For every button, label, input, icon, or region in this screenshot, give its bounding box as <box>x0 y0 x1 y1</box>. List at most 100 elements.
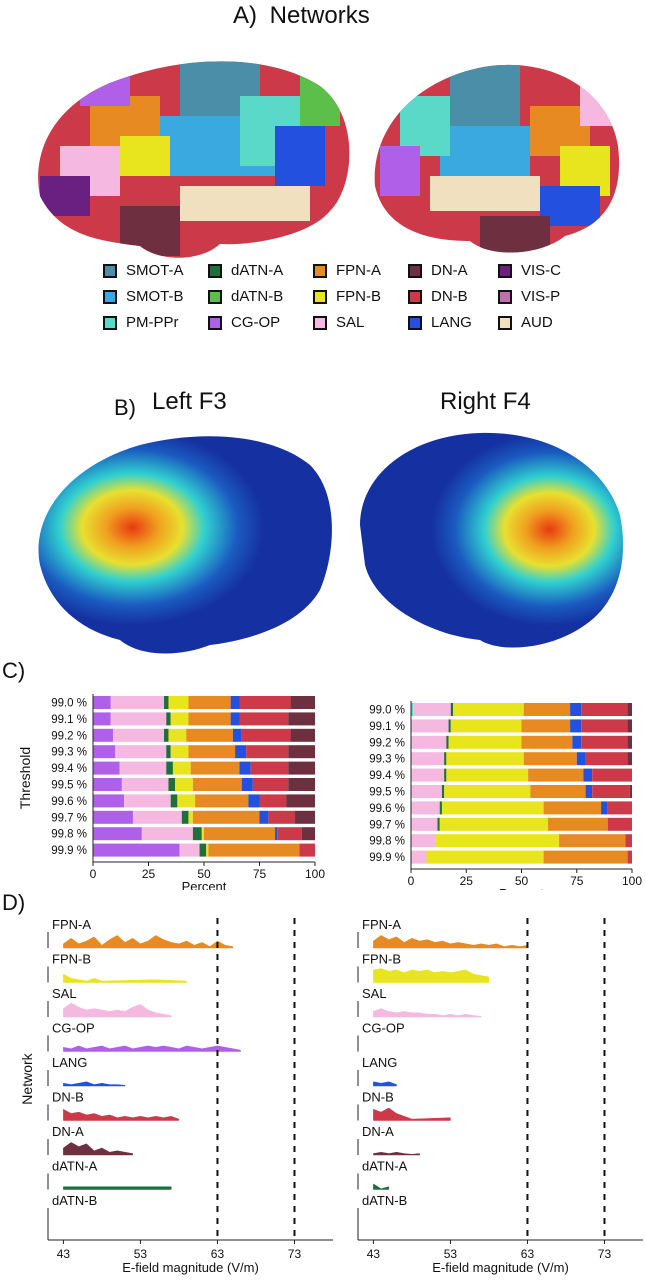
x-axis-label: E-field magnitude (V/m) <box>122 1260 259 1275</box>
bar-segment-datn-a <box>446 735 449 749</box>
bar-segment-fpn-b <box>452 703 524 716</box>
bar-segment-fpn-a <box>530 785 586 798</box>
legend-label: DN-B <box>431 288 468 305</box>
bar-segment-fpn-a <box>523 703 571 716</box>
bar-segment-sal <box>411 752 445 766</box>
panel-b-label: B) <box>114 395 136 420</box>
bar-segment-fpn-b <box>435 834 560 848</box>
x-tick-label: 100 <box>622 874 642 888</box>
bar-segment-fpn-a <box>188 712 231 726</box>
bar-segment-dn-b <box>252 778 289 791</box>
ridge-chart-right: FPN-A FPN-B SAL CG-OP LANG DN-B DN-A dATN-A dATN… <box>357 918 643 1275</box>
legend-label: AUD <box>521 314 553 331</box>
bar-segment-datn-a <box>441 785 445 798</box>
legend-item-lang: LANG <box>408 314 472 331</box>
threshold-tick-label: 99.8 % <box>369 836 405 848</box>
bar-segment-fpn-b <box>439 817 549 831</box>
network-row-label: LANG <box>52 1055 87 1070</box>
legend-label: dATN-A <box>231 262 284 279</box>
threshold-tick-label: 99.0 % <box>51 698 87 710</box>
bar-segment-datn-a <box>170 794 178 808</box>
right-network-brain <box>374 64 620 253</box>
bar-segment-dn-b <box>239 712 289 726</box>
legend-item-vis-c: VIS-C <box>498 262 561 279</box>
legend-item-aud: AUD <box>498 314 553 331</box>
bar-segment-lang <box>275 827 278 841</box>
network-row-label: DN-B <box>362 1090 394 1105</box>
y-axis-label: Network <box>19 1052 35 1104</box>
bar-segment-fpn-b <box>170 712 189 726</box>
stacked-bar-chart-right: 99.0 % 99.1 % 99.2 % 99.3 % 99.4 % 99.5 % 99.6… <box>369 701 642 890</box>
legend-label: VIS-P <box>521 288 561 305</box>
legend-swatch <box>408 289 422 304</box>
bar-segment-sal <box>110 712 167 726</box>
legend-label: CG-OP <box>231 314 281 331</box>
density-fpn-b <box>373 968 490 983</box>
bar-segment-pm-ppr <box>411 703 414 716</box>
bar-segment-datn-a <box>168 778 176 791</box>
x-tick-label: 0 <box>90 867 97 881</box>
threshold-tick-label: 99.1 % <box>369 721 405 733</box>
density-sal <box>63 1002 172 1018</box>
density-lang <box>63 1081 126 1087</box>
x-tick-label: 100 <box>305 867 325 881</box>
bar-segment-dn-b <box>581 735 628 749</box>
bar-segment-lang <box>583 768 593 782</box>
bar-segment-fpn-b <box>188 810 193 824</box>
bar-segment-fpn-b <box>450 719 522 733</box>
bar-segment-datn-a <box>164 728 169 742</box>
legend-swatch <box>313 263 327 278</box>
network-row-label: dATN-B <box>362 1193 407 1208</box>
legend-item-smot-b: SMOT-B <box>103 288 184 305</box>
legend-item-pm-ppr: PM-PPr <box>103 314 179 331</box>
x-tick-label: 25 <box>142 867 156 881</box>
bar-segment-dn-b <box>246 745 289 759</box>
bar-segment-fpn-a <box>528 768 584 782</box>
network-row-label: SAL <box>362 986 387 1001</box>
bar-segment-dn-a <box>290 728 315 742</box>
bar-segment-dn-a <box>627 703 632 716</box>
bar-segment-fpn-b <box>441 801 544 815</box>
threshold-tick-label: 99.0 % <box>369 705 405 717</box>
legend-label: dATN-B <box>231 288 284 305</box>
bar-segment-fpn-a <box>195 794 249 808</box>
bar-segment-datn-a <box>448 719 451 733</box>
bar-segment-cg-op <box>93 728 113 742</box>
density-dn-b <box>63 1108 180 1121</box>
bar-segment-fpn-a <box>208 843 300 857</box>
legend-label: VIS-C <box>521 262 562 279</box>
bar-segment-fpn-a <box>186 728 233 742</box>
bar-segment-fpn-b <box>446 752 524 766</box>
threshold-tick-label: 99.2 % <box>51 730 87 742</box>
legend-swatch <box>313 315 327 330</box>
bar-segment-cg-op <box>93 843 180 857</box>
legend-swatch <box>408 263 422 278</box>
threshold-tick-label: 99.6 % <box>369 803 405 815</box>
network-row-label: dATN-B <box>52 1193 97 1208</box>
legend-item-sal: SAL <box>313 314 364 331</box>
x-tick-label: 63 <box>211 1247 225 1261</box>
bar-segment-fpn-a <box>192 810 260 824</box>
bar-segment-sal <box>121 778 169 791</box>
legend-item-smot-a: SMOT-A <box>103 262 184 279</box>
threshold-tick-label: 99.7 % <box>51 812 87 824</box>
bar-segment-cg-op <box>93 745 116 759</box>
legend-item-fpn-b: FPN-B <box>313 288 381 305</box>
bar-segment-sal <box>411 850 427 864</box>
legend-swatch <box>498 263 512 278</box>
network-row-label: DN-B <box>52 1090 84 1105</box>
network-row-label: CG-OP <box>362 1021 405 1036</box>
legend-label: FPN-B <box>336 288 381 305</box>
x-tick-label: 25 <box>460 874 474 888</box>
bar-segment-dn-a <box>629 785 632 798</box>
legend-label: DN-A <box>431 262 468 279</box>
legend-item-fpn-a: FPN-A <box>313 262 381 279</box>
bar-segment-sal <box>110 696 165 709</box>
bar-segment-datn-a <box>444 752 447 766</box>
panel-d-label: D) <box>2 890 26 915</box>
threshold-tick-label: 99.3 % <box>369 754 405 766</box>
bar-segment-fpn-b <box>168 696 189 709</box>
threshold-tick-label: 99.4 % <box>369 770 405 782</box>
bar-segment-dn-b <box>592 768 632 782</box>
bar-segment-dn-b <box>607 817 632 831</box>
